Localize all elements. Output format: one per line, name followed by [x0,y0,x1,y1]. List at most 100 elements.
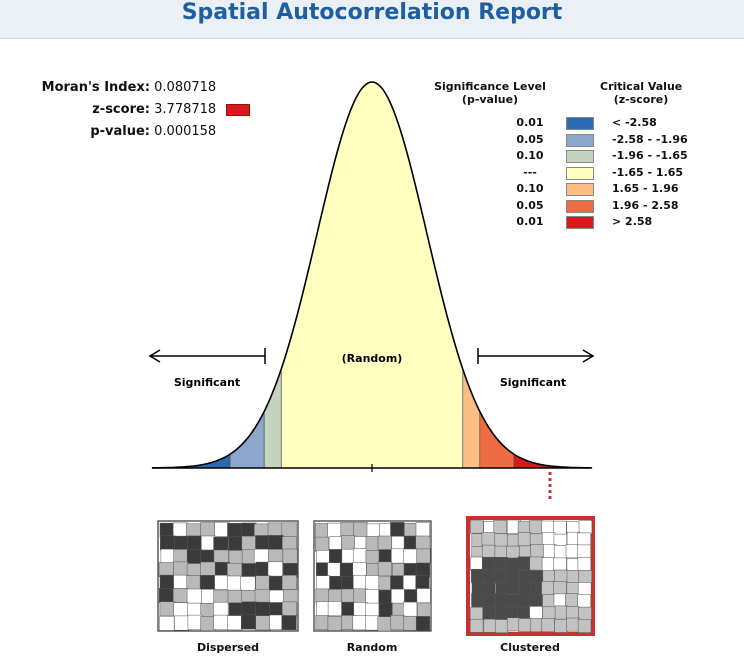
map-cell [566,570,581,584]
legend-z-header-line1: Critical Value [600,80,683,93]
legend-p-value: 0.01 [516,215,544,228]
right-arrow-head-icon [582,349,595,363]
map-cell [377,616,392,632]
legend-z-range: > 2.58 [612,215,653,228]
map-cell [415,522,430,538]
map-cell [415,562,430,578]
map-cell [553,557,567,572]
map-cell [339,562,354,578]
map-cell [578,520,593,535]
map-cell [352,548,368,564]
map-cell [481,532,496,546]
legend-p-value: 0.10 [516,149,544,162]
map-cell [518,618,532,632]
map-cell [577,619,592,633]
map-cell [378,589,393,605]
map-cell [417,602,432,618]
map-cell [494,569,508,584]
map-cell [541,520,555,535]
map-cell [390,522,405,537]
map-cell [200,616,216,632]
map-cell [517,593,531,608]
map-cell [377,561,392,577]
map-cell [329,549,344,564]
map-cell [529,520,543,534]
legend-z-range: -1.96 - -1.65 [612,149,688,162]
map-cell [506,545,520,560]
map-cell [577,544,591,559]
legend-swatch [566,133,594,147]
map-cell [228,550,244,565]
map-cell [415,575,430,591]
stat-p-value: p-value: 0.000158 [38,122,216,142]
stat-value: 0.080718 [154,80,217,95]
map-cell [565,606,580,620]
map-cell [213,601,229,617]
map-cell [529,556,543,571]
legend-p-value: 0.10 [516,182,544,195]
map-cell [267,561,283,577]
map-cell [353,522,368,538]
map-cell [227,562,243,578]
map-cell [390,575,405,591]
map-cell [267,549,284,564]
map-cell [481,594,496,609]
legend-z-header: Critical Value (z-score) [600,80,682,106]
map-cell [470,556,484,571]
map-clustered-cells [469,519,593,634]
map-cell [565,544,580,559]
map-cell [255,535,271,551]
map-cell [391,536,406,551]
map-cell [282,548,298,564]
map-cell [227,615,243,631]
stat-morans-index: Moran's Index: 0.080718 [38,78,217,98]
map-cell [416,548,431,564]
map-cell [240,576,256,592]
curve-region-fills [151,81,593,469]
left-arrow-head-icon [148,349,161,363]
map-cell [214,521,230,537]
map-cell [553,520,567,535]
map-cell [365,615,380,631]
map-cell [518,581,533,596]
map-cell [352,562,367,577]
map-cell [226,575,243,591]
stat-label: z-score: [92,102,150,117]
map-cell [160,535,176,551]
map-cell [415,616,431,631]
map-cell [541,581,555,595]
map-cell [391,548,406,564]
map-cell [200,561,216,577]
legend-p-header-line1: Significance Level [434,80,546,93]
map-label-clustered: Clustered [500,641,560,654]
map-cell [159,615,175,631]
curve-region [280,81,464,469]
map-cell [158,562,174,578]
map-cell [377,535,392,551]
map-cell [404,589,419,605]
map-cell [174,615,190,631]
map-cell [577,532,591,547]
normal-curve-diagram: (Random) Significant Significant [148,81,595,500]
map-cell [255,601,271,617]
legend-swatch [566,199,594,213]
map-cell [517,520,532,535]
map-random-cells [315,522,432,632]
legend-swatch [566,183,594,196]
legend-p-value: 0.05 [516,132,544,146]
map-cell [403,601,418,617]
map-cell [470,607,484,621]
z-score-swatch [226,103,251,116]
map-cell [365,536,380,551]
map-cell [328,536,343,552]
map-cell [340,522,355,538]
curve-outline [151,81,593,469]
map-cell [403,548,418,564]
map-cell [199,575,215,590]
map-cell [186,575,202,591]
map-cell [268,535,284,550]
map-cell [281,601,298,617]
map-cell [530,544,544,558]
map-cell [483,618,497,633]
map-cell [517,556,532,571]
